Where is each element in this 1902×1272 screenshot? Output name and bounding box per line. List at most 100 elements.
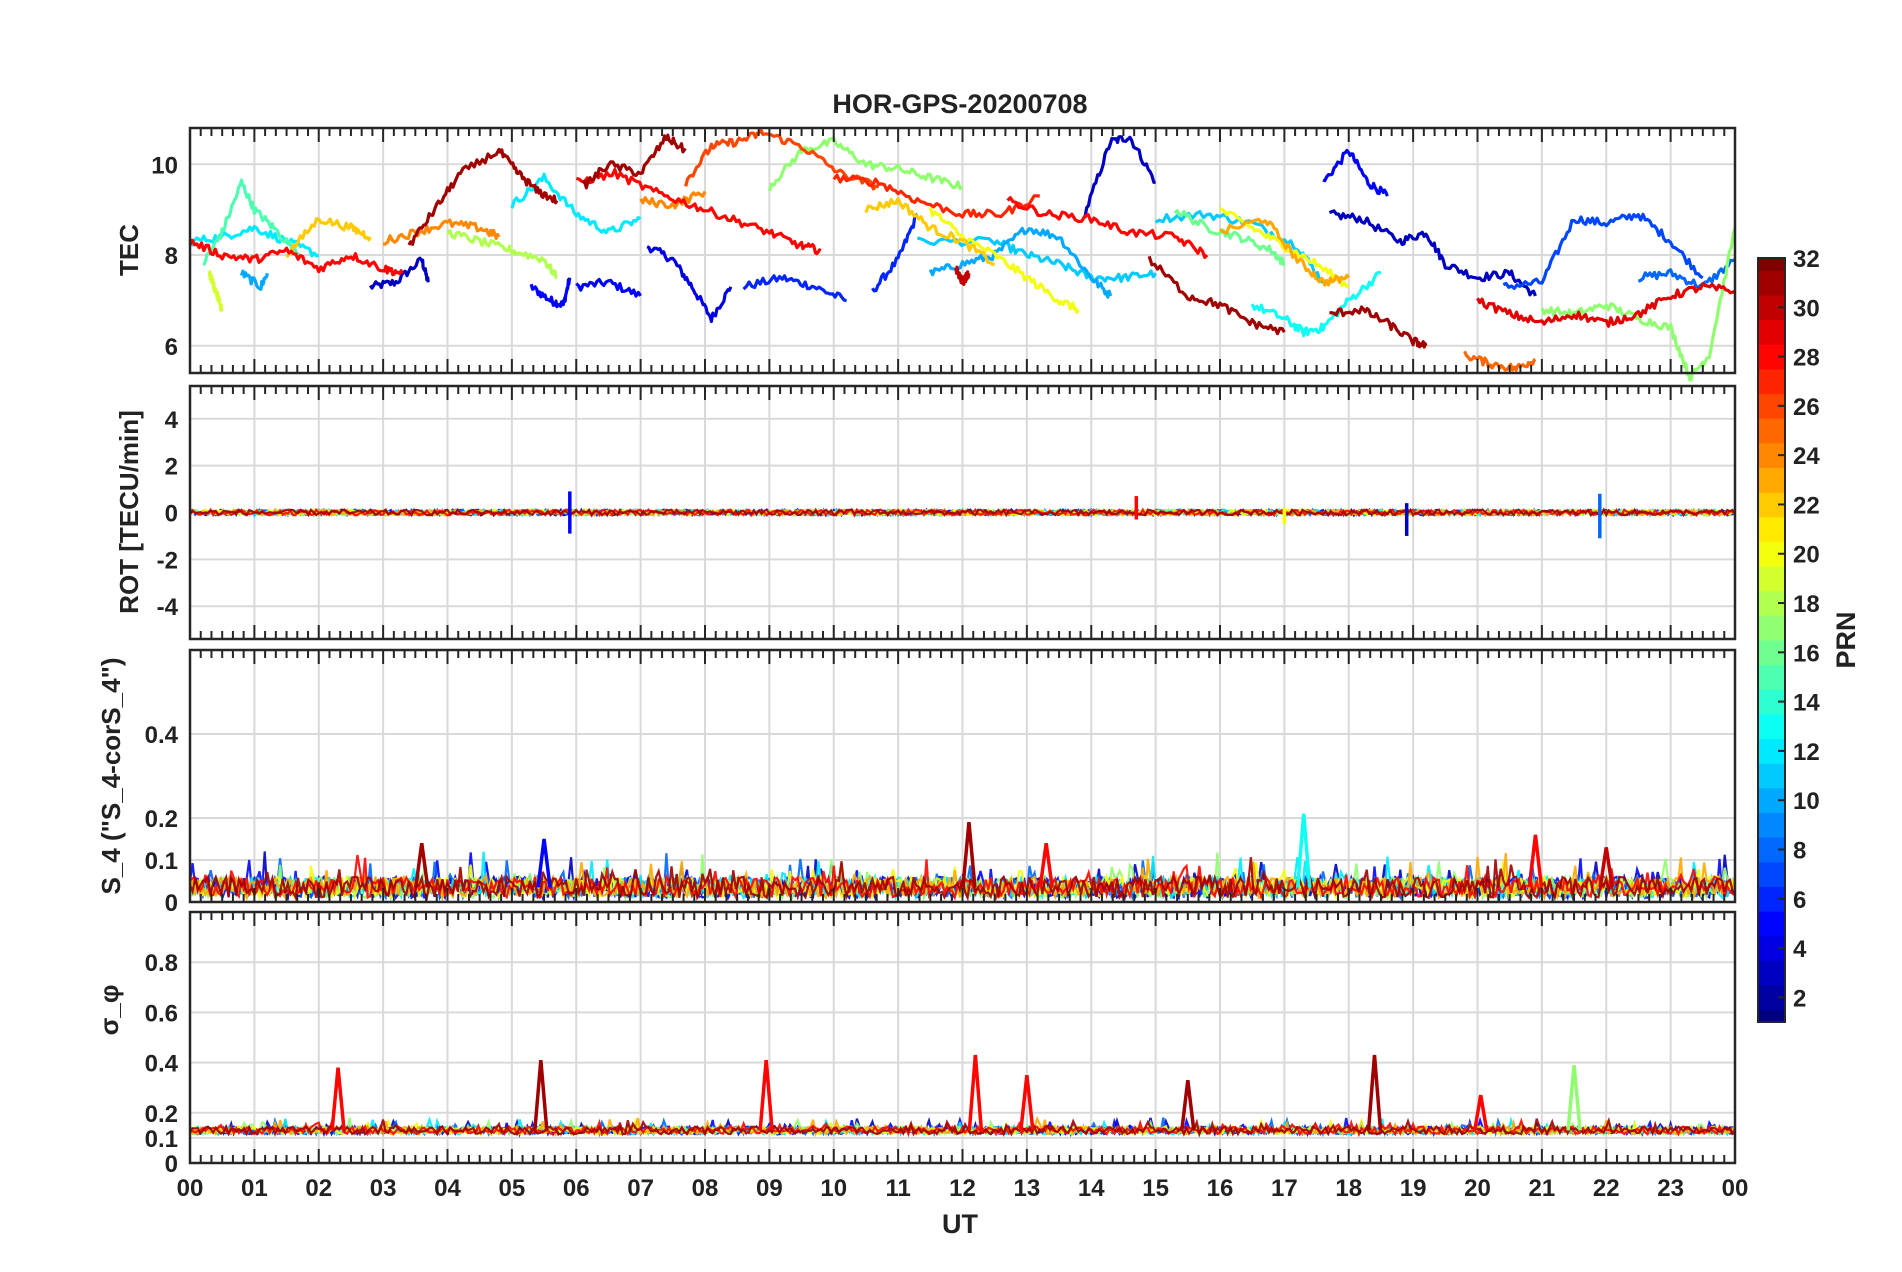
x-tick-label: 18: [1335, 1175, 1362, 1202]
tec-series-prn-10: [239, 269, 269, 291]
colorbar-swatch-prn-9: [1758, 812, 1785, 838]
x-tick-label: 05: [499, 1175, 526, 1202]
colorbar-label: PRN: [1831, 611, 1861, 668]
peak-prn-30: [1598, 847, 1614, 888]
peak-prn-28: [330, 1067, 346, 1131]
y-tick-label: 8: [165, 243, 178, 270]
panel-tec: 6 8 10 TEC: [114, 126, 1737, 382]
colorbar-swatch-prn-27: [1758, 368, 1785, 395]
colorbar-swatch-prn-21: [1758, 516, 1785, 542]
colorbar-tick-label: 32: [1793, 246, 1820, 273]
tec-series-prn-16: [1173, 209, 1286, 267]
x-tick-label: 10: [820, 1175, 847, 1202]
tec-series-prn-5: [529, 277, 572, 309]
x-tick-label: 04: [434, 1175, 461, 1202]
peak-prn-31: [533, 1059, 549, 1131]
tec-series-prn-18: [446, 229, 558, 280]
tec-series-prn-17: [1540, 227, 1737, 382]
y-tick-label: 0.1: [145, 848, 178, 875]
peak-prn-28: [1527, 834, 1544, 888]
x-tick-label: 13: [1014, 1175, 1041, 1202]
tec-series-prn-5: [1322, 148, 1389, 197]
colorbar-tick-label: 4: [1793, 936, 1807, 963]
tec-series-prn-30: [954, 265, 971, 286]
tec-series-prn-20: [1219, 206, 1350, 289]
x-tick-label: 08: [692, 1175, 719, 1202]
tec-series-prn-28: [188, 238, 404, 277]
x-tick-label: 12: [949, 1175, 976, 1202]
tec-series-prn-6: [871, 213, 919, 293]
peak-prn-28: [967, 1054, 984, 1131]
x-tick-label: 19: [1400, 1175, 1427, 1202]
y-axis-label: S_4 ("S_4-corS_4"): [96, 657, 126, 894]
x-tick-label: 23: [1657, 1175, 1684, 1202]
peak-prn-28: [758, 1059, 774, 1131]
y-axis-label: TEC: [114, 224, 144, 276]
tec-series-prn-31: [1329, 305, 1428, 349]
y-tick-label: 2: [165, 454, 178, 481]
tec-series-prn-7: [1502, 212, 1704, 290]
x-tick-label: 07: [627, 1175, 654, 1202]
trace-prn-28: [189, 1117, 1736, 1138]
peak-prn-31: [414, 842, 430, 888]
tec-series-prn-6: [742, 274, 847, 302]
colorbar-swatch-prn-11: [1758, 763, 1785, 789]
colorbar-tick-label: 18: [1793, 591, 1820, 618]
tec-series-prn-31: [1147, 255, 1286, 336]
colorbar-tick-label: 24: [1793, 443, 1820, 470]
chart-title: HOR-GPS-20200708: [832, 89, 1087, 119]
tec-series-prn-24: [383, 218, 501, 246]
x-tick-label: 21: [1529, 1175, 1556, 1202]
x-tick-label: 16: [1207, 1175, 1234, 1202]
peak-prn-31: [1366, 1054, 1383, 1131]
peak-prn-28: [1019, 1074, 1035, 1131]
tec-series-prn-8: [1637, 258, 1736, 290]
tec-series-prn-3: [368, 256, 430, 290]
colorbar-swatch-prn-7: [1758, 861, 1785, 887]
tec-series-prn-29: [1476, 282, 1736, 328]
y-tick-label: -2: [157, 547, 178, 574]
y-axis-label: σ_φ: [94, 985, 124, 1036]
y-tick-label: 4: [165, 407, 179, 434]
tec-series-prn-31: [407, 147, 559, 246]
peak-prn-28: [1038, 842, 1054, 888]
colorbar-swatch-prn-19: [1758, 566, 1785, 592]
tec-series-prn-28: [575, 168, 822, 256]
tec-series-prn-3: [1083, 135, 1156, 219]
y-tick-label: 6: [165, 334, 178, 361]
colorbar-swatch-prn-15: [1758, 664, 1785, 690]
tec-series-prn-27: [832, 173, 1040, 219]
tec-series-prn-15: [202, 178, 301, 266]
colorbar-swatch-prn-13: [1758, 713, 1785, 740]
x-tick-label: 00: [1722, 1175, 1749, 1202]
x-tick-label: 01: [241, 1175, 268, 1202]
colorbar-frame: [1757, 257, 1786, 1023]
peak-prn-31: [961, 822, 977, 888]
tec-series-prn-11: [916, 235, 1157, 283]
x-tick-label: 03: [370, 1175, 397, 1202]
tec-series-prn-17: [767, 136, 964, 192]
tec-series-prn-31: [581, 133, 687, 190]
y-tick-label: 0.4: [145, 722, 179, 749]
y-axis-label: ROT [TECU/min]: [114, 410, 144, 614]
y-tick-label: 0.2: [145, 806, 178, 833]
y-tick-label: 0.6: [145, 1000, 178, 1027]
colorbar-tick-label: 10: [1793, 788, 1820, 815]
colorbar-swatch-prn-1: [1758, 1009, 1785, 1023]
peak-prn-13: [1295, 813, 1312, 888]
tec-series-prn-4: [646, 245, 733, 324]
colorbar-tick-label: 26: [1793, 394, 1820, 421]
x-tick-label: 00: [177, 1175, 204, 1202]
tec-series-prn-24: [639, 190, 707, 210]
colorbar-swatch-prn-29: [1758, 319, 1785, 345]
x-axis-label: UT: [942, 1209, 978, 1239]
y-tick-label: 0: [165, 1151, 178, 1178]
y-tick-label: 0.1: [145, 1126, 178, 1153]
trace-prn-31: [189, 1116, 1736, 1138]
tec-series-prn-13: [1250, 270, 1382, 338]
y-tick-label: 0.2: [145, 1101, 178, 1128]
tec-series-prn-22: [864, 196, 995, 266]
x-tick-label: 17: [1271, 1175, 1298, 1202]
